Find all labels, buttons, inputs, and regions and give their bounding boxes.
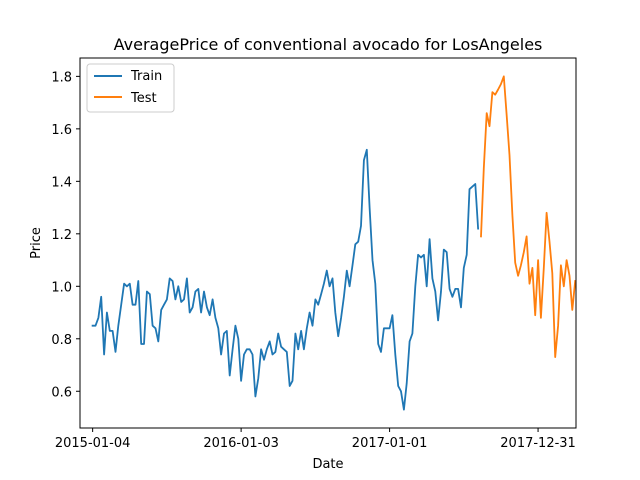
y-tick-label: 0.8	[51, 333, 72, 348]
y-tick-label: 1.4	[51, 175, 72, 190]
x-tick-label: 2017-01-01	[352, 436, 428, 451]
plot-area	[80, 58, 576, 428]
y-axis-label: Price	[29, 227, 44, 259]
x-axis-label: Date	[312, 457, 343, 472]
series-line-test	[480, 75, 577, 359]
y-tick-label: 0.6	[51, 385, 72, 400]
y-tick-label: 1.2	[51, 228, 72, 243]
x-tick-label: 2016-01-03	[203, 436, 279, 451]
x-tick-label: 2015-01-04	[55, 436, 131, 451]
y-tick-label: 1.0	[51, 280, 72, 295]
legend-label-test: Test	[130, 91, 157, 106]
series-line-train	[91, 148, 480, 411]
legend-label-train: Train	[130, 69, 162, 84]
y-tick-label: 1.8	[51, 70, 72, 85]
chart-title: AveragePrice of conventional avocado for…	[114, 35, 543, 54]
y-tick-label: 1.6	[51, 123, 72, 138]
plot-frame	[79, 57, 577, 429]
legend: Train Test	[86, 63, 175, 113]
x-tick-label: 2017-12-31	[500, 436, 576, 451]
